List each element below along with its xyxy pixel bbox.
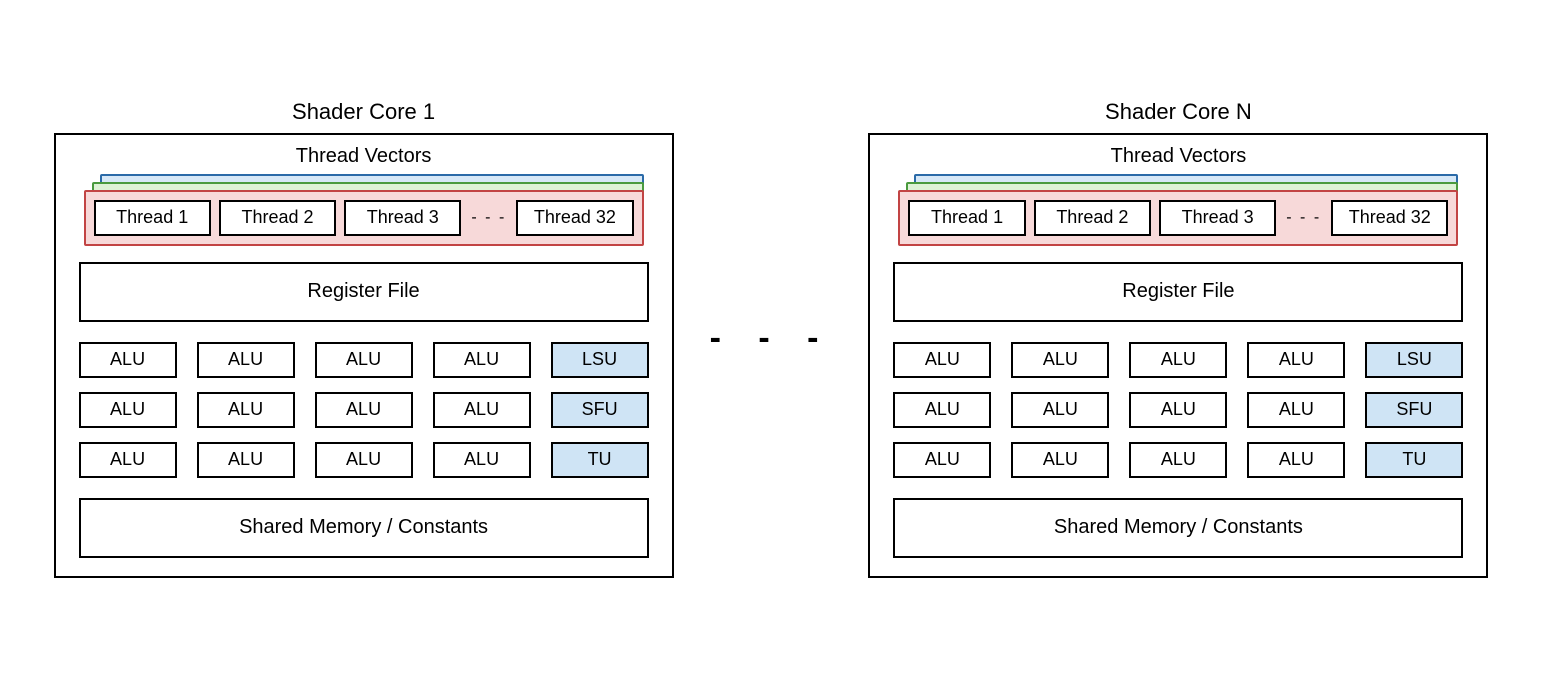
lsu-unit: LSU [551,342,649,378]
diagram-root: Shader Core 1 Thread Vectors Thread 1 Th… [54,99,1489,578]
shader-core-group: Shader Core 1 Thread Vectors Thread 1 Th… [54,99,674,578]
execution-unit-grid: ALU ALU ALU ALU LSU ALU ALU ALU ALU SFU … [893,342,1463,478]
register-file: Register File [79,262,649,322]
alu-unit: ALU [1011,442,1109,478]
alu-unit: ALU [197,342,295,378]
register-file: Register File [893,262,1463,322]
thread-vector-stack: Thread 1 Thread 2 Thread 3 - - - Thread … [898,174,1458,244]
core-title: Shader Core N [1105,99,1252,125]
alu-unit: ALU [79,392,177,428]
thread-ellipsis: - - - [1284,209,1323,227]
alu-unit: ALU [893,392,991,428]
thread-box: Thread 1 [94,200,211,236]
lsu-unit: LSU [1365,342,1463,378]
sfu-unit: SFU [551,392,649,428]
thread-box: Thread 2 [219,200,336,236]
cores-ellipsis: - - - [704,319,839,358]
alu-unit: ALU [433,392,531,428]
alu-unit: ALU [79,342,177,378]
alu-unit: ALU [315,392,413,428]
alu-unit: ALU [1247,442,1345,478]
sfu-unit: SFU [1365,392,1463,428]
alu-unit: ALU [315,342,413,378]
thread-vector-layer-front: Thread 1 Thread 2 Thread 3 - - - Thread … [84,190,644,246]
alu-unit: ALU [79,442,177,478]
thread-box: Thread 32 [1331,200,1448,236]
tu-unit: TU [1365,442,1463,478]
thread-vector-layer-front: Thread 1 Thread 2 Thread 3 - - - Thread … [898,190,1458,246]
thread-vectors-label: Thread Vectors [1111,145,1247,168]
thread-box: Thread 1 [908,200,1025,236]
alu-unit: ALU [1247,342,1345,378]
alu-unit: ALU [433,342,531,378]
alu-unit: ALU [315,442,413,478]
alu-unit: ALU [893,442,991,478]
shared-memory: Shared Memory / Constants [79,498,649,558]
execution-unit-grid: ALU ALU ALU ALU LSU ALU ALU ALU ALU SFU … [79,342,649,478]
alu-unit: ALU [1011,392,1109,428]
alu-unit: ALU [893,342,991,378]
thread-ellipsis: - - - [469,209,508,227]
shader-core: Thread Vectors Thread 1 Thread 2 Thread … [54,133,674,578]
alu-unit: ALU [1129,342,1227,378]
alu-unit: ALU [1011,342,1109,378]
alu-unit: ALU [1129,442,1227,478]
alu-unit: ALU [197,442,295,478]
alu-unit: ALU [1129,392,1227,428]
core-title: Shader Core 1 [292,99,435,125]
alu-unit: ALU [433,442,531,478]
tu-unit: TU [551,442,649,478]
thread-box: Thread 3 [1159,200,1276,236]
alu-unit: ALU [197,392,295,428]
thread-vector-stack: Thread 1 Thread 2 Thread 3 - - - Thread … [84,174,644,244]
thread-box: Thread 2 [1034,200,1151,236]
thread-vectors-label: Thread Vectors [296,145,432,168]
shader-core: Thread Vectors Thread 1 Thread 2 Thread … [868,133,1488,578]
shared-memory: Shared Memory / Constants [893,498,1463,558]
thread-box: Thread 32 [516,200,633,236]
shader-core-group: Shader Core N Thread Vectors Thread 1 Th… [868,99,1488,578]
thread-box: Thread 3 [344,200,461,236]
alu-unit: ALU [1247,392,1345,428]
